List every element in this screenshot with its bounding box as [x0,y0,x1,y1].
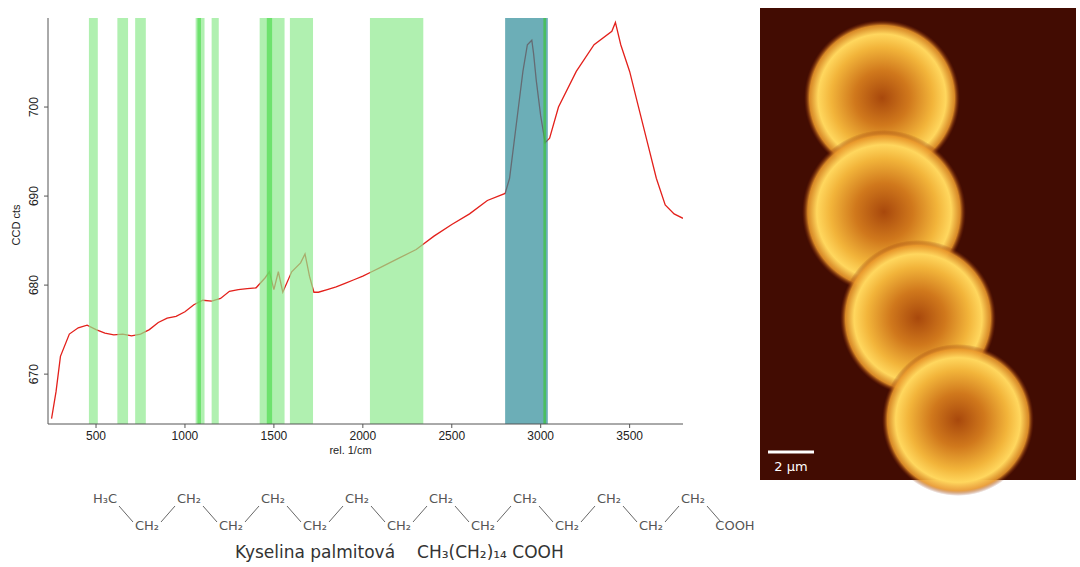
band-region [370,18,423,424]
bond [119,506,133,522]
group-label: CH₂ [471,518,495,533]
group-label: CH₂ [387,518,411,533]
bond [539,506,553,522]
band-region [117,18,128,424]
group-label: CH₂ [219,518,243,533]
bond [371,506,385,522]
group-label: CH₂ [429,491,453,506]
y-tick-label: 700 [27,97,41,117]
y-axis-title: CCD cts [10,204,22,245]
y-tick [44,374,48,375]
bond [623,506,637,522]
x-tick-label: 2000 [349,429,376,443]
bond [329,506,343,522]
bond [245,506,259,522]
group-label: CH₂ [681,491,705,506]
band-region [267,18,272,424]
group-label: CH₂ [135,518,159,533]
group-label: CH₂ [639,518,663,533]
spectrum-line [52,22,683,418]
group-label: CH₂ [345,491,369,506]
x-tick-label: 2500 [438,429,465,443]
scale-bar-label: 2 µm [774,459,807,474]
x-tick-label: 3500 [616,429,643,443]
x-tick [540,424,541,428]
group-label: H₃C [93,491,117,506]
y-tick-label: 690 [27,186,41,206]
y-tick-label: 680 [27,275,41,295]
bond [665,506,679,522]
x-tick-label: 500 [86,429,106,443]
group-label: CH₂ [555,518,579,533]
plot-area [52,18,683,424]
page: 500 1000 1500 2000 2500 3000 3500 rel. 1/cm 670 6… [0,0,1080,567]
x-tick [273,424,274,428]
bond [497,506,511,522]
group-label: CH₂ [261,491,285,506]
chemical-structure: H₃C CH₂ CH₂ CH₂ CH₂ CH₂ CH₂ CH₂ CH₂ CH₂ CH₂ CH₂ CH₂ C… [93,491,755,562]
group-label: COOH [715,518,754,533]
x-tick-label: 1500 [261,429,288,443]
group-label: CH₂ [513,491,537,506]
y-axis [48,18,49,424]
bond [203,506,217,522]
x-axis-title: rel. 1/cm [329,444,371,456]
band-region [135,18,146,424]
y-tick-label: 670 [27,364,41,384]
x-tick [629,424,630,428]
bond [413,506,427,522]
formula: CH₃(CH₂)₁₄ COOH [417,542,564,562]
x-tick-label: 3000 [527,429,554,443]
bond [455,506,469,522]
x-tick [184,424,185,428]
band-region [290,18,313,424]
band-region [89,18,98,424]
group-label: CH₂ [303,518,327,533]
group-label: CH₂ [177,491,201,506]
group-label: CH₂ [597,491,621,506]
band-region [543,18,546,424]
band-region [196,18,205,424]
x-tick [451,424,452,428]
bond [161,506,175,522]
band-region [505,18,548,424]
x-axis [48,424,683,425]
y-tick [44,285,48,286]
x-tick [362,424,363,428]
y-tick [44,107,48,108]
band-region [260,18,285,424]
microscopy-image: 2 µm [760,8,1076,496]
y-tick [44,196,48,197]
caption: Kyselina palmitová [235,542,395,562]
cell [882,344,1034,496]
bond [581,506,595,522]
x-tick-label: 1000 [172,429,199,443]
bond [287,506,301,522]
x-tick [96,424,97,428]
scale-bar [768,451,814,454]
band-region [212,18,219,424]
band-region [197,18,201,424]
